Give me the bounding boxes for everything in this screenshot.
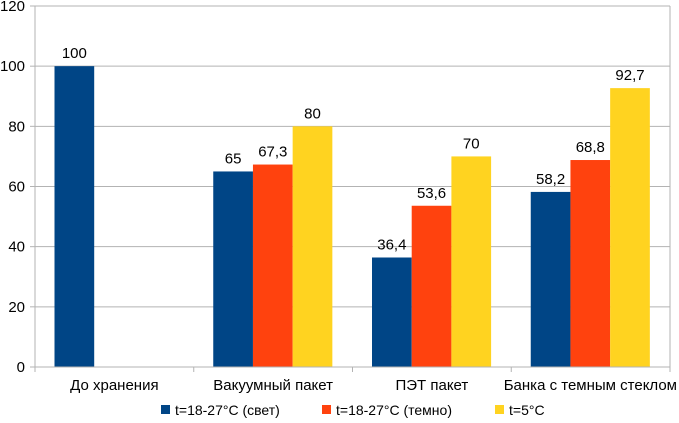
bar [610, 88, 650, 367]
bar [252, 164, 293, 367]
legend-swatch [322, 405, 331, 414]
x-category-label: Банка с темным стеклом [504, 377, 677, 394]
data-labels: 100 65 36,4 58,2 67,3 53,6 68,8 80 70 92,7 [62, 45, 645, 253]
x-category-label: До хранения [70, 377, 158, 394]
bar-value-label: 80 [304, 105, 321, 122]
bar-value-label: 58,2 [536, 171, 565, 188]
bar-value-label: 53,6 [417, 185, 446, 202]
bar [213, 171, 253, 367]
x-axis-ticks: До хранения Вакуумный пакет ПЭТ пакет Банка… [34, 367, 677, 394]
legend-label: t=18-27°C (темно) [336, 402, 452, 418]
bar-value-label: 65 [225, 150, 242, 167]
bar-value-label: 70 [463, 135, 480, 152]
y-tick-label: 20 [8, 299, 25, 316]
bar [292, 126, 333, 367]
y-tick-label: 100 [0, 58, 25, 75]
bars [54, 66, 650, 368]
y-axis-ticks: 0 20 40 60 80 100 120 [0, 0, 35, 376]
bar [570, 160, 611, 367]
bar-value-label: 68,8 [576, 139, 605, 156]
bar [530, 191, 571, 367]
legend-label: t=5°C [509, 402, 545, 418]
bar [372, 257, 412, 367]
y-tick-label: 120 [0, 0, 25, 15]
y-tick-label: 40 [8, 239, 25, 256]
x-category-label: Вакуумный пакет [213, 377, 333, 394]
legend: t=18-27°C (свет) t=18-27°C (темно) t=5°C [161, 402, 545, 418]
bar-value-label: 100 [62, 45, 87, 62]
y-tick-label: 0 [17, 359, 25, 376]
bar [411, 205, 452, 367]
x-category-label: ПЭТ пакет [395, 377, 468, 394]
bar-value-label: 67,3 [258, 144, 287, 161]
legend-swatch [161, 405, 170, 414]
legend-label: t=18-27°C (свет) [175, 402, 280, 418]
bar-value-label: 92,7 [615, 67, 644, 84]
y-tick-label: 60 [8, 179, 25, 196]
y-tick-label: 80 [8, 118, 25, 135]
bar [54, 66, 95, 368]
bar [451, 156, 492, 367]
bar-value-label: 36,4 [377, 236, 406, 253]
legend-swatch [495, 405, 504, 414]
